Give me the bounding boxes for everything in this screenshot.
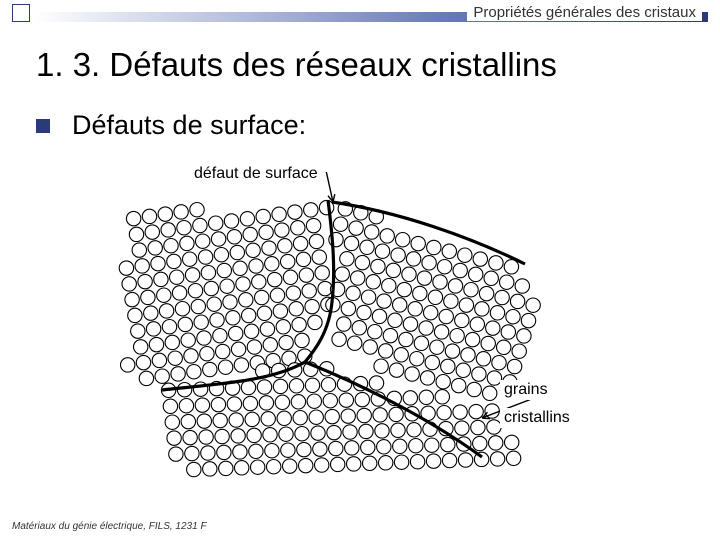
bullet-text: Défauts de surface: — [72, 110, 306, 141]
grain-svg — [100, 172, 610, 492]
bullet-row: Défauts de surface: — [36, 110, 720, 141]
header-title: Propriétés générales des cristaux — [467, 4, 702, 21]
footer-text: Matériaux du génie électrique, FILS, 123… — [12, 521, 207, 532]
bullet-square-icon — [36, 119, 50, 133]
label-defaut-surface: défaut de surface — [190, 164, 322, 184]
slide-title: 1. 3. Défauts des réseaux cristallins — [36, 46, 720, 84]
label-cristallins: cristallins — [500, 408, 574, 428]
header-bar: Propriétés générales des cristaux — [0, 0, 720, 28]
grain-diagram: défaut de surface grains cristallins — [100, 172, 610, 492]
label-grains: grains — [500, 380, 552, 400]
header-deco-box — [12, 4, 30, 22]
